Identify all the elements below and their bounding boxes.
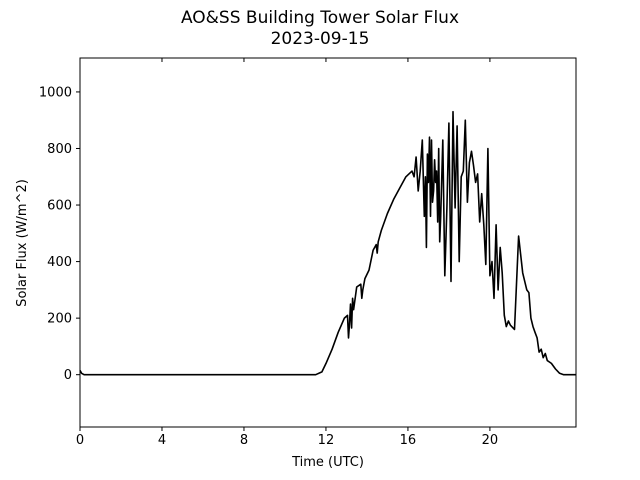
x-tick-label: 0 <box>76 433 84 448</box>
y-tick-label: 200 <box>47 312 72 327</box>
y-tick-label: 1000 <box>39 85 72 100</box>
x-tick-label: 8 <box>240 433 248 448</box>
x-tick-label: 20 <box>482 433 499 448</box>
plot-frame <box>79 57 577 428</box>
y-tick-label: 0 <box>64 368 72 383</box>
x-axis-label: Time (UTC) <box>291 455 364 470</box>
chart-title: AO&SS Building Tower Solar Flux <box>180 8 460 28</box>
y-tick-label: 400 <box>47 255 72 270</box>
y-tick-label: 600 <box>47 199 72 214</box>
x-tick-label: 12 <box>318 433 335 448</box>
x-tick-label: 4 <box>158 433 166 448</box>
y-axis-label: Solar Flux (W/m^2) <box>15 179 30 307</box>
x-tick-label: 16 <box>400 433 417 448</box>
solar-flux-series-line <box>79 110 576 376</box>
chart-subtitle: 2023-09-15 <box>270 29 370 49</box>
y-tick-label: 800 <box>47 142 72 157</box>
